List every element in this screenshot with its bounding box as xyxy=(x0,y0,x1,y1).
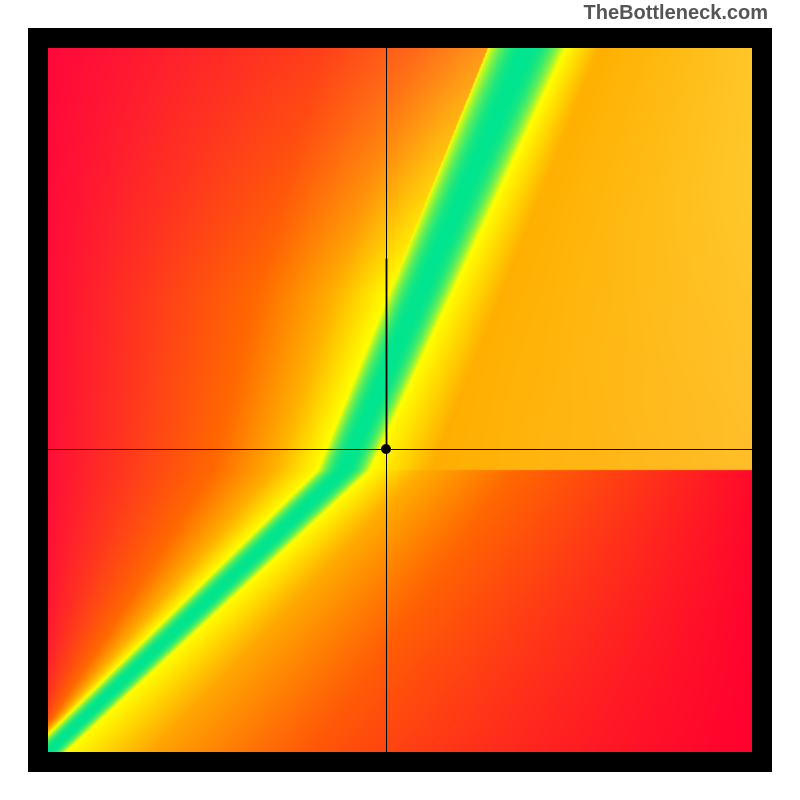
crosshair-horizontal xyxy=(48,449,752,450)
dark-band-above-point xyxy=(386,259,387,449)
chart-container: TheBottleneck.com xyxy=(0,0,800,800)
watermark-text: TheBottleneck.com xyxy=(584,2,768,25)
heatmap-canvas xyxy=(48,48,752,752)
crosshair-point xyxy=(381,444,391,454)
